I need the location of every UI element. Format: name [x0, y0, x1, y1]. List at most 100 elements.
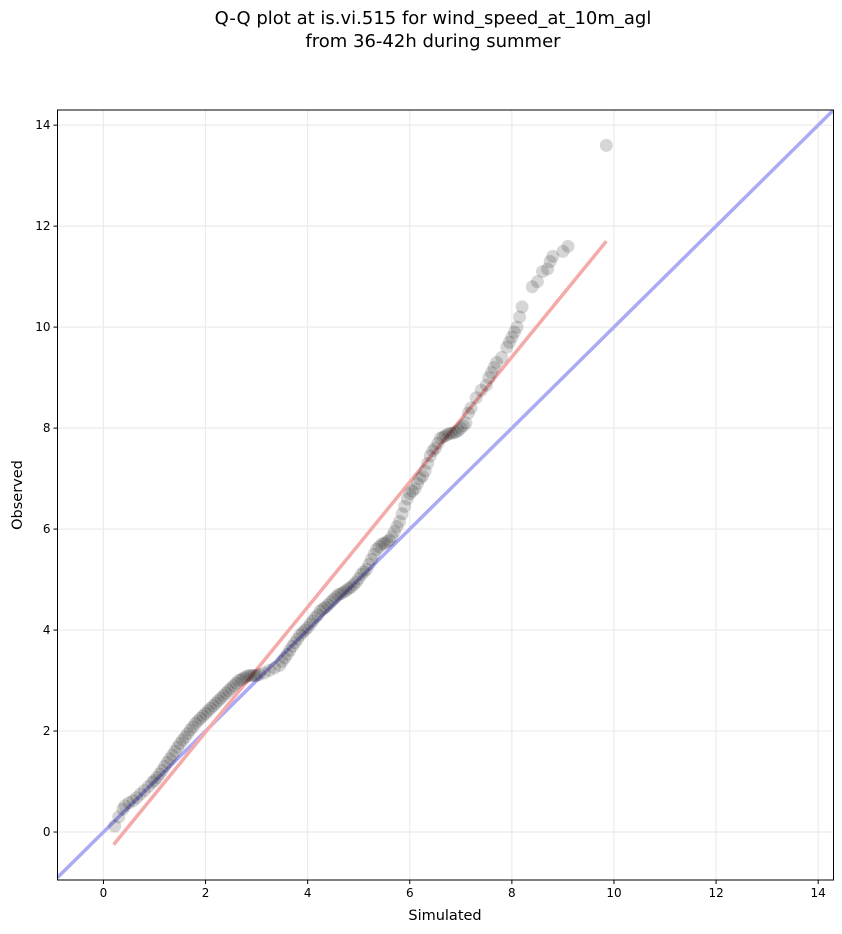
data-point [214, 691, 228, 705]
data-point [482, 371, 496, 385]
data-point [349, 575, 363, 589]
x-tick-label: 2 [202, 886, 210, 900]
x-tick-label: 12 [708, 886, 723, 900]
data-point [273, 658, 287, 672]
data-point [211, 694, 225, 708]
data-point [298, 623, 312, 637]
data-point [160, 755, 174, 769]
x-axis-label: Simulated [408, 908, 481, 924]
data-point [505, 330, 519, 344]
data-point [206, 699, 220, 713]
y-tick-label: 2 [43, 724, 51, 738]
data-point [380, 535, 394, 549]
data-point [436, 430, 450, 444]
data-point [222, 684, 236, 698]
y-tick-label: 10 [35, 320, 50, 334]
one-to-one-line [57, 110, 834, 879]
data-point [484, 366, 498, 380]
data-point [375, 537, 389, 551]
y-tick-label: 0 [43, 825, 51, 839]
data-point [439, 429, 452, 443]
data-point [479, 378, 493, 392]
reference-lines [57, 110, 834, 879]
data-point [313, 604, 327, 618]
data-point [546, 249, 560, 263]
data-point [451, 424, 465, 438]
data-point [405, 484, 419, 498]
data-point [541, 262, 555, 276]
axis-ticks: 0 2 4 6 8 10 12 14 0 2 4 6 8 10 12 14 [35, 118, 826, 900]
data-point [165, 748, 179, 762]
data-point [137, 784, 151, 798]
data-point [403, 487, 417, 501]
data-point [116, 802, 130, 816]
data-point [148, 774, 161, 788]
data-point [372, 540, 386, 554]
data-point [201, 704, 215, 718]
chart-title: Q-Q plot at is.vi.515 for wind_speed_at_… [214, 8, 652, 29]
data-point [288, 636, 302, 650]
x-tick-label: 10 [606, 886, 621, 900]
data-point [306, 614, 320, 628]
data-point [543, 254, 557, 268]
data-point [239, 670, 253, 684]
data-point [536, 265, 549, 279]
data-point [155, 763, 169, 777]
data-point [181, 727, 195, 741]
data-point [326, 593, 340, 607]
data-point [112, 810, 126, 824]
data-point [416, 469, 430, 483]
data-point [364, 552, 378, 566]
data-point [502, 335, 516, 349]
data-point [561, 239, 575, 253]
data-point [334, 587, 348, 601]
data-point [308, 610, 322, 624]
x-tick-label: 8 [508, 886, 516, 900]
data-point [108, 819, 122, 833]
data-point [311, 608, 325, 622]
data-point [413, 472, 427, 486]
data-point [216, 689, 230, 703]
data-point [385, 530, 399, 544]
x-tick-label: 0 [100, 886, 108, 900]
data-point [387, 525, 401, 539]
data-point [234, 673, 248, 687]
data-point [319, 600, 333, 614]
data-point [490, 355, 504, 369]
y-tick-label: 12 [35, 219, 50, 233]
data-point [209, 696, 223, 710]
data-point [500, 340, 514, 354]
data-point [303, 617, 317, 631]
data-point [118, 799, 132, 813]
data-point [556, 244, 570, 258]
data-point [316, 602, 330, 616]
data-point [293, 628, 307, 642]
data-point [237, 671, 251, 685]
data-point [410, 477, 424, 491]
data-point [250, 669, 264, 683]
data-point [257, 666, 271, 680]
y-tick-label: 6 [43, 522, 51, 536]
data-point [464, 401, 478, 415]
data-point [525, 280, 539, 294]
data-point [296, 626, 310, 640]
data-point [242, 669, 256, 683]
data-point [283, 643, 297, 657]
data-point [530, 275, 544, 289]
data-point [247, 669, 261, 683]
data-point [398, 499, 412, 513]
data-point [130, 791, 144, 805]
y-tick-label: 4 [43, 623, 51, 637]
data-point [357, 565, 371, 579]
data-point [367, 547, 381, 561]
data-point [449, 425, 463, 439]
data-point [141, 780, 155, 794]
data-point [186, 720, 200, 734]
data-point [290, 632, 304, 646]
data-point [188, 716, 202, 730]
y-tick-label: 14 [35, 118, 50, 132]
data-point [395, 507, 409, 521]
data-point [329, 590, 343, 604]
data-point [446, 426, 460, 440]
